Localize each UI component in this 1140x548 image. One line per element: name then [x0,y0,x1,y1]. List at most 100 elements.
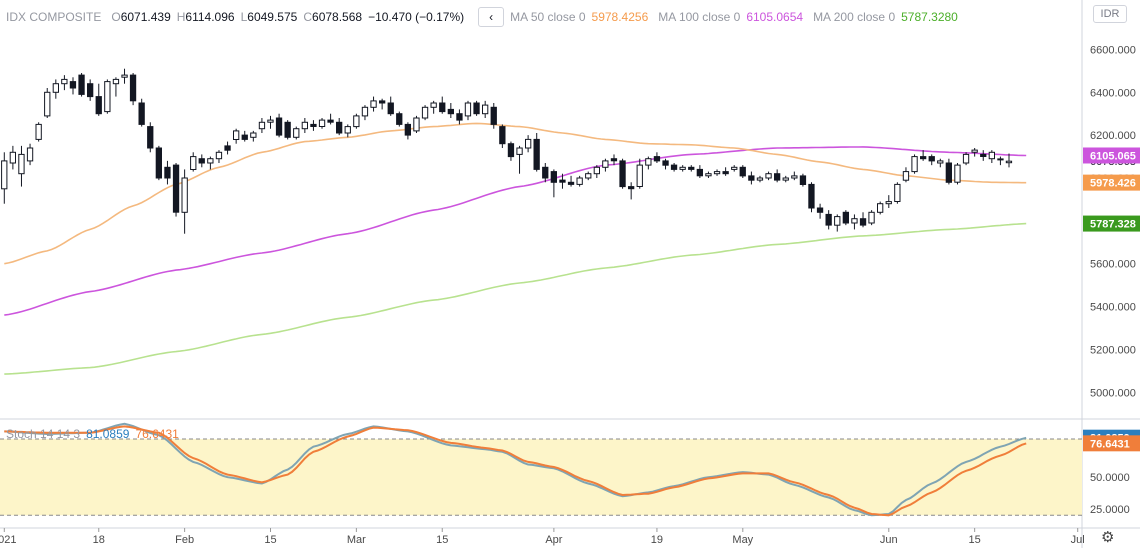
candle[interactable] [945,158,953,185]
candle[interactable] [885,195,892,208]
candle[interactable] [26,143,34,166]
candle[interactable] [859,212,867,228]
candle[interactable] [636,158,643,189]
candle[interactable] [490,103,497,129]
candle[interactable] [464,100,472,121]
candle[interactable] [155,145,162,181]
candle[interactable] [765,171,772,181]
symbol-name[interactable]: IDX COMPOSITE [6,10,102,24]
candle[interactable] [937,158,944,168]
candle[interactable] [121,68,128,84]
candle[interactable] [215,150,223,163]
candle[interactable] [662,158,669,170]
stoch-label[interactable]: Stoch 14 14 3 [6,427,81,441]
candle[interactable] [842,210,850,226]
candle[interactable] [233,128,240,144]
candle[interactable] [344,124,351,138]
candle[interactable] [610,154,618,166]
candle[interactable] [370,96,377,112]
candle[interactable] [44,88,51,118]
candle[interactable] [525,135,532,153]
candle[interactable] [997,156,1004,166]
candle[interactable] [722,167,729,176]
candle[interactable] [894,182,901,204]
candle[interactable] [868,210,875,226]
candle[interactable] [507,141,515,161]
candle[interactable] [112,77,120,97]
candle[interactable] [250,130,257,142]
candle[interactable] [104,79,111,114]
candle[interactable] [962,152,970,166]
candle[interactable] [688,165,695,172]
candle[interactable] [670,163,678,172]
stoch-k-line[interactable] [4,422,1027,517]
currency-button[interactable]: IDR [1093,5,1127,23]
candle[interactable] [207,156,214,170]
gear-icon[interactable]: ⚙ [1101,529,1115,546]
candle[interactable] [267,115,274,129]
candle[interactable] [696,165,704,178]
candle[interactable] [971,148,978,157]
candle[interactable] [619,158,626,189]
candle[interactable] [258,118,266,133]
candle[interactable] [361,105,369,121]
candle[interactable] [482,100,489,118]
candle[interactable] [327,113,334,125]
candle[interactable] [499,124,506,148]
candle[interactable] [439,96,446,114]
candle[interactable] [653,152,661,163]
candle[interactable] [550,169,558,198]
candle[interactable] [224,141,231,155]
candle[interactable] [679,165,686,172]
candle[interactable] [799,173,807,187]
ma200-label[interactable]: MA 200 close 0 [813,10,896,24]
candle[interactable] [834,214,841,232]
candle[interactable] [396,111,403,127]
candle[interactable] [988,150,996,163]
candle[interactable] [713,169,721,176]
candle[interactable] [774,169,781,183]
candle[interactable] [920,150,927,161]
candle[interactable] [585,171,592,181]
candle[interactable] [739,165,746,178]
candle[interactable] [147,122,154,153]
ma200-line[interactable] [4,222,1027,375]
candle[interactable] [336,118,343,136]
candle[interactable] [645,156,652,170]
candle[interactable] [542,163,549,183]
candle[interactable] [78,73,85,97]
candle[interactable] [533,133,540,172]
candle[interactable] [782,175,789,183]
candle[interactable] [198,154,205,168]
candle[interactable] [18,145,25,187]
candle[interactable] [61,75,68,91]
candle[interactable] [748,171,755,185]
candle[interactable] [816,203,824,219]
ma100-label[interactable]: MA 100 close 0 [658,10,741,24]
candle[interactable] [1,152,8,204]
candle[interactable] [318,118,326,129]
candle[interactable] [756,175,764,183]
collapse-legend-button[interactable]: ‹ [478,7,505,27]
candle[interactable] [181,169,188,234]
candle[interactable] [602,158,609,172]
candle[interactable] [421,105,429,121]
candle[interactable] [430,100,437,114]
candle[interactable] [293,126,300,140]
stoch-d-line[interactable] [4,425,1027,517]
candle[interactable] [95,83,102,116]
candle[interactable] [138,98,145,127]
candle[interactable] [705,171,712,178]
candle[interactable] [241,130,248,142]
candle[interactable] [576,175,583,187]
candle[interactable] [310,120,317,131]
candle[interactable] [791,171,798,181]
candle[interactable] [87,79,94,101]
candle[interactable] [980,150,987,161]
candle[interactable] [808,182,815,213]
candle[interactable] [379,98,386,110]
candle[interactable] [35,122,42,142]
candle[interactable] [284,120,291,140]
candle[interactable] [404,122,412,140]
